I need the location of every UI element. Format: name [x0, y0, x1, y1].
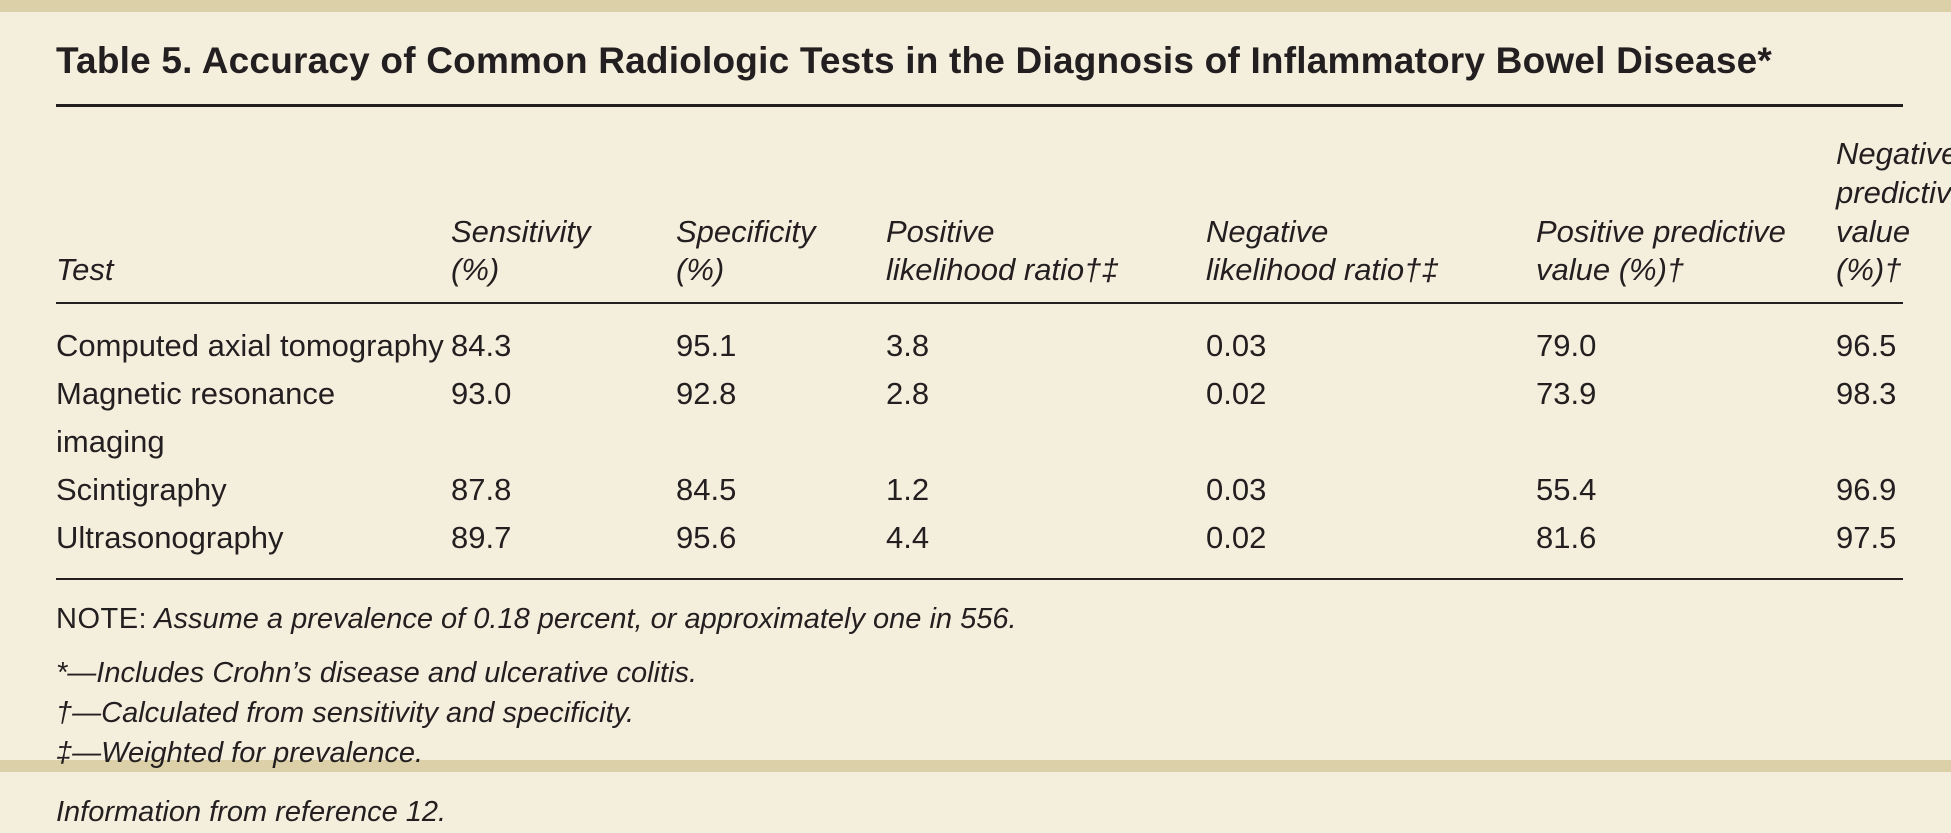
col-header-sensitivity: Sensitivity (%): [451, 107, 676, 302]
cell-nlr: 0.03: [1206, 466, 1536, 514]
cell-ppv: 55.4: [1536, 466, 1836, 514]
cell-ppv: 79.0: [1536, 304, 1836, 370]
cell-npv: 96.5: [1836, 304, 1903, 370]
cell-sens: 87.8: [451, 466, 676, 514]
table-title: Table 5. Accuracy of Common Radiologic T…: [56, 40, 1903, 82]
cell-plr: 4.4: [886, 514, 1206, 578]
note-text: Assume a prevalence of 0.18 percent, or …: [147, 603, 1016, 635]
col-header-text: value (%)†: [1536, 252, 1684, 287]
table-row: Computed axial tomography 84.3 95.1 3.8 …: [56, 304, 1903, 370]
cell-test: Scintigraphy: [56, 466, 451, 514]
cell-sens: 89.7: [451, 514, 676, 578]
accuracy-table: Test Sensitivity (%) Specificity (%) Pos…: [56, 107, 1903, 302]
source-line: Information from reference 12.: [56, 793, 1903, 832]
cell-plr: 3.8: [886, 304, 1206, 370]
table-card: Table 5. Accuracy of Common Radiologic T…: [0, 0, 1951, 772]
cell-npv: 97.5: [1836, 514, 1903, 578]
cell-test: Magnetic resonance imaging: [56, 370, 451, 466]
col-header-text: Test: [56, 252, 113, 287]
table-header-row: Test Sensitivity (%) Specificity (%) Pos…: [56, 107, 1903, 302]
col-header-specificity: Specificity (%): [676, 107, 886, 302]
note-line: NOTE: Assume a prevalence of 0.18 percen…: [56, 600, 1903, 639]
col-header-ppv: Positive predictive value (%)†: [1536, 107, 1836, 302]
cell-test: Ultrasonography: [56, 514, 451, 578]
col-header-text: Positive: [886, 214, 995, 249]
cell-sens: 84.3: [451, 304, 676, 370]
cell-plr: 2.8: [886, 370, 1206, 466]
cell-nlr: 0.02: [1206, 370, 1536, 466]
col-header-text: Negative predictive: [1836, 136, 1951, 210]
cell-spec: 95.1: [676, 304, 886, 370]
col-header-text: likelihood ratio†‡: [886, 252, 1119, 287]
table-row: Magnetic resonance imaging 93.0 92.8 2.8…: [56, 370, 1903, 466]
note-label: NOTE:: [56, 603, 147, 635]
footnote: †—Calculated from sensitivity and specif…: [56, 693, 1903, 733]
footnote: *—Includes Crohn’s disease and ulcerativ…: [56, 653, 1903, 693]
col-header-npv: Negative predictive value (%)†: [1836, 107, 1903, 302]
cell-npv: 96.9: [1836, 466, 1903, 514]
table-notes: NOTE: Assume a prevalence of 0.18 percen…: [56, 580, 1903, 832]
cell-sens: 93.0: [451, 370, 676, 466]
col-header-text: (%): [676, 252, 724, 287]
footnote: ‡—Weighted for prevalence.: [56, 733, 1903, 773]
cell-nlr: 0.03: [1206, 304, 1536, 370]
cell-spec: 95.6: [676, 514, 886, 578]
cell-test: Computed axial tomography: [56, 304, 451, 370]
col-header-nlr: Negative likelihood ratio†‡: [1206, 107, 1536, 302]
cell-plr: 1.2: [886, 466, 1206, 514]
cell-nlr: 0.02: [1206, 514, 1536, 578]
col-header-text: Negative: [1206, 214, 1328, 249]
table-row: Scintigraphy 87.8 84.5 1.2 0.03 55.4 96.…: [56, 466, 1903, 514]
col-header-text: (%): [451, 252, 499, 287]
col-header-text: likelihood ratio†‡: [1206, 252, 1439, 287]
accuracy-table-body: Computed axial tomography 84.3 95.1 3.8 …: [56, 304, 1903, 578]
col-header-text: Sensitivity: [451, 214, 591, 249]
col-header-text: Specificity: [676, 214, 816, 249]
col-header-plr: Positive likelihood ratio†‡: [886, 107, 1206, 302]
cell-npv: 98.3: [1836, 370, 1903, 466]
table-row: Ultrasonography 89.7 95.6 4.4 0.02 81.6 …: [56, 514, 1903, 578]
cell-ppv: 73.9: [1536, 370, 1836, 466]
cell-ppv: 81.6: [1536, 514, 1836, 578]
cell-spec: 84.5: [676, 466, 886, 514]
col-header-text: value (%)†: [1836, 214, 1910, 288]
col-header-test: Test: [56, 107, 451, 302]
cell-spec: 92.8: [676, 370, 886, 466]
col-header-text: Positive predictive: [1536, 214, 1786, 249]
